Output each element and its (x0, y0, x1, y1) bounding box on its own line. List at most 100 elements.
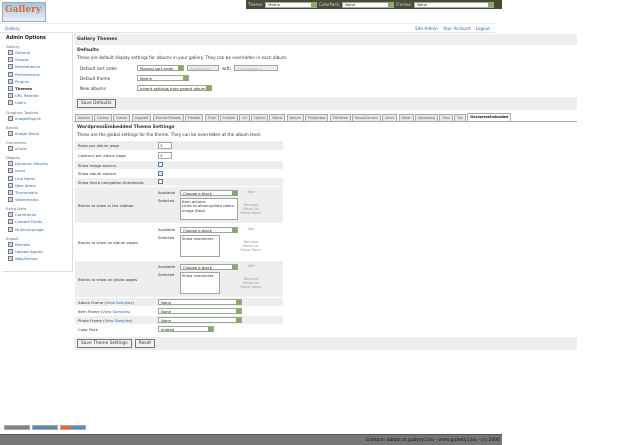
site-admin-link[interactable]: Site Admin (415, 25, 438, 31)
gallery-logo[interactable]: Gallery (2, 2, 46, 22)
photo-blocks-selected-list[interactable]: Show comments (180, 272, 220, 294)
tab-fluid[interactable]: Fluid (204, 114, 219, 121)
sidebar-item-watermarks[interactable]: Watermarks (6, 196, 69, 203)
micro-nav-checkbox[interactable] (158, 179, 163, 184)
album-blocks-available-select[interactable]: Choose a block (180, 227, 238, 233)
sidebar-item-multilanguage[interactable]: MultiLanguage (6, 226, 69, 233)
photo-frame-select[interactable]: None (158, 317, 242, 323)
theme-select[interactable]: Matrix (265, 1, 318, 8)
color-pack-select[interactable]: embed (158, 326, 214, 332)
tab-wordpressembedded[interactable]: WordpressEmbedded (467, 112, 512, 121)
sidebar-item-ecard[interactable]: eCard (6, 145, 69, 152)
tab-siriux[interactable]: Siriux (382, 114, 398, 121)
album-frame-select[interactable]: None (158, 299, 242, 305)
sidebar-item-new-items[interactable]: New Items (6, 182, 69, 189)
save-defaults-button[interactable]: Save Defaults (77, 99, 116, 108)
tab-hybrid[interactable]: Hybrid (251, 114, 268, 121)
tab-tiles[interactable]: Tiles (439, 114, 453, 121)
album-frame-view-samples-link[interactable]: View Samples (105, 299, 133, 305)
photo-blocks-move-up-button[interactable]: Move Up (243, 281, 259, 286)
rows-input[interactable]: 3 (158, 142, 172, 149)
tab-splashang[interactable]: Splashang (415, 114, 438, 121)
tab-pglightbox[interactable]: PGlightbox (305, 114, 329, 121)
default-theme-select[interactable]: Matrix (137, 75, 189, 81)
sidebar-item-dynamic-albums[interactable]: Dynamic Albums (6, 160, 69, 167)
selected-block-item[interactable]: Show comments (182, 273, 214, 278)
validation-badge[interactable] (4, 425, 30, 430)
tab-g3[interactable]: G3 (239, 114, 250, 121)
tab-roundcorners[interactable]: RoundCorners (352, 114, 381, 121)
new-albums-select[interactable]: Inherit settings from parent album (137, 85, 212, 91)
tab-matrix[interactable]: Matrix (269, 114, 286, 121)
reset-button[interactable]: Reset (134, 339, 155, 348)
album-blocks-add-button[interactable]: Add (247, 227, 255, 231)
sidebar-item-custom-fields[interactable]: Custom Fields (6, 218, 69, 225)
selected-block-item[interactable]: Links to album/photo peers (182, 203, 234, 209)
sidebar-item-comments[interactable]: Comments (6, 211, 69, 218)
selected-block-item[interactable]: Image Block (182, 207, 206, 213)
item-frame-select[interactable]: None (158, 308, 242, 314)
sidebar-item-image-block[interactable]: Image Block (6, 130, 69, 137)
your-account-link[interactable]: Your Account (443, 25, 471, 31)
sidebar-item-icons[interactable]: Icons (6, 167, 69, 174)
sidebar-item-url-rewrite[interactable]: URL Rewrite (6, 92, 69, 99)
sidebar-item-thumbnails[interactable]: Thumbnails (6, 189, 69, 196)
tab-slider[interactable]: Slider (398, 114, 414, 121)
photo-blocks-add-button[interactable]: Add (247, 264, 255, 268)
gallery-powered-badge[interactable] (60, 425, 86, 430)
sidebar-item-users[interactable]: Users (6, 99, 69, 106)
sidebar-item-maintenance[interactable]: Maintenance (6, 63, 69, 70)
image-owners-checkbox[interactable] (158, 162, 163, 167)
tab-tile[interactable]: Tile (454, 114, 466, 121)
frames-select[interactable]: None (414, 1, 495, 8)
sidebar-item-web-server[interactable]: Web/Server (6, 255, 69, 262)
cols-input[interactable]: 3 (158, 152, 172, 159)
sort-direction-select[interactable]: Ascending (187, 65, 219, 71)
tab-ajaxian[interactable]: Ajaxian (75, 114, 93, 121)
photo-blocks-remove-button[interactable]: Remove (243, 277, 259, 281)
sidebar-item-remote[interactable]: Remote (6, 241, 69, 248)
sort-preset-select[interactable]: « no preset » (233, 65, 278, 71)
selected-block-item[interactable]: Item actions (182, 199, 206, 204)
sidebar-blocks-move-up-button[interactable]: Move Up (243, 207, 259, 212)
sidebar-item-upload-applet[interactable]: Upload Applet (6, 248, 69, 255)
ecard-icon (8, 145, 13, 151)
item-frame-view-samples-link[interactable]: View Samples (102, 308, 129, 314)
sidebar-item-plugins[interactable]: Plugins (6, 78, 69, 85)
logout-link[interactable]: Logout (475, 25, 490, 31)
selected-block-item[interactable]: Show comments (182, 236, 214, 241)
sidebar-item-link-items[interactable]: Link Items (6, 174, 69, 181)
sidebar-item-themes[interactable]: Themes (6, 85, 69, 92)
sidebar-item-general[interactable]: General (6, 49, 69, 56)
sidebar-item-performance[interactable]: Performance (6, 71, 69, 78)
photo-frame-view-samples-link[interactable]: View Samples (104, 317, 132, 323)
sort-order-select[interactable]: Manual sort order (137, 65, 184, 71)
tab-forsale[interactable]: ForSale (220, 114, 238, 121)
tab-carbon[interactable]: Carbon (94, 114, 112, 121)
sidebar-blocks-add-button[interactable]: Add (247, 190, 255, 194)
colorpack-select[interactable]: None (342, 1, 395, 8)
album-blocks-remove-button[interactable]: Remove (243, 240, 259, 244)
save-theme-settings-button[interactable]: Save Theme Settings (77, 339, 132, 348)
sidebar-blocks-move-down-button[interactable]: Move Down (240, 211, 262, 216)
tab-copyleft[interactable]: Copyleft (131, 114, 152, 121)
album-blocks-selected-list[interactable]: Show comments (180, 235, 220, 257)
album-owners-checkbox[interactable]: ✓ (158, 171, 163, 176)
sidebar-blocks-available-select[interactable]: Choose a block (180, 190, 238, 196)
album-blocks-move-up-button[interactable]: Move Up (243, 244, 259, 249)
tab-nature[interactable]: Nature (286, 114, 304, 121)
sidebar-item-imagemagick[interactable]: ImageMagick (6, 115, 69, 122)
gallery-badge[interactable] (32, 425, 58, 430)
breadcrumb-gallery-link[interactable]: Gallery (5, 25, 20, 31)
tab-pgtheme[interactable]: PGtheme (329, 114, 351, 121)
tab-eclecticthreads[interactable]: EclecticThreads (152, 114, 184, 121)
sidebar-blocks-selected-list[interactable]: Item actions Links to album/photo peers Im… (180, 198, 238, 220)
tab-classic[interactable]: Classic (113, 114, 131, 121)
sidebar-item-groups[interactable]: Groups (6, 56, 69, 63)
album-blocks-move-down-button[interactable]: Move Down (240, 248, 262, 253)
sidebar-item-label: Watermarks (15, 197, 39, 203)
tab-flexible[interactable]: Flexible (185, 114, 204, 121)
photo-blocks-move-down-button[interactable]: Move Down (240, 285, 262, 290)
photo-blocks-available-select[interactable]: Choose a block (180, 264, 238, 270)
sidebar-blocks-remove-button[interactable]: Remove (243, 203, 259, 207)
